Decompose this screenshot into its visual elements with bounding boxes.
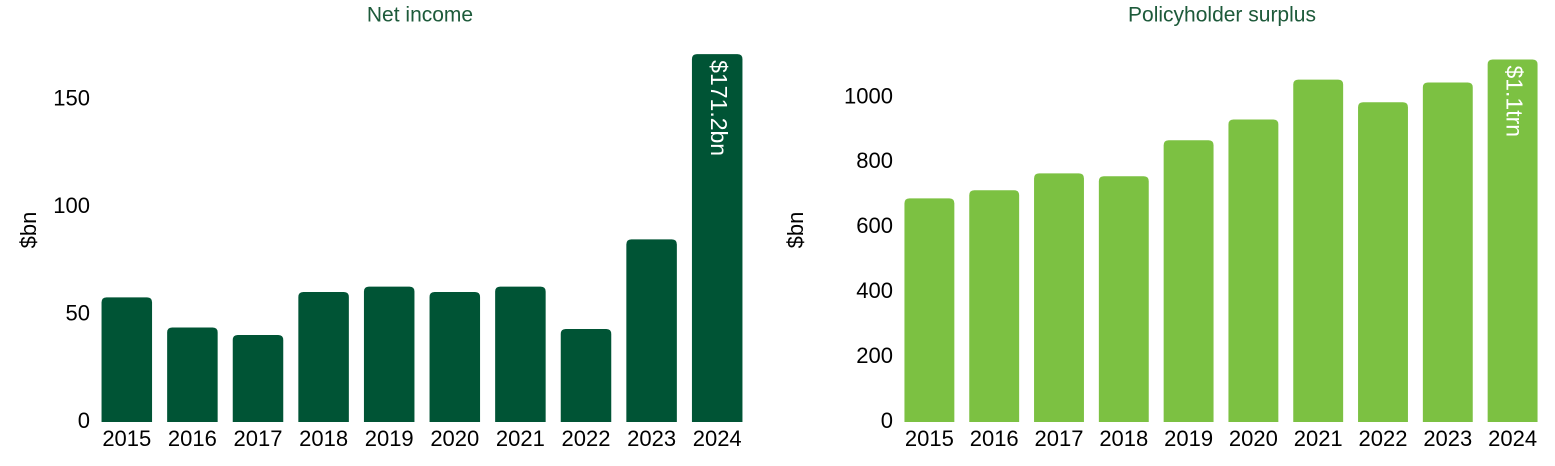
- x-tick-label: 2024: [1488, 426, 1537, 451]
- bar: [495, 286, 546, 422]
- bar: [101, 297, 153, 422]
- y-tick-label: 100: [53, 193, 90, 218]
- bar: [429, 292, 481, 422]
- bar: [1034, 173, 1084, 422]
- bar: [1487, 59, 1538, 423]
- bar: [1163, 140, 1214, 422]
- x-tick-label: 2022: [1359, 426, 1408, 451]
- bar: [969, 190, 1020, 422]
- bar: [232, 334, 284, 422]
- x-tick-label: 2020: [1229, 426, 1278, 451]
- chart-title: Policyholder surplus: [1128, 4, 1316, 27]
- x-tick-label: 2017: [234, 426, 283, 451]
- bar: [1098, 176, 1149, 422]
- bar: [1293, 79, 1344, 423]
- bar: [626, 239, 677, 422]
- x-tick-label: 2015: [102, 426, 151, 451]
- y-axis-label: $bn: [16, 212, 41, 249]
- x-tick-label: 2017: [1035, 426, 1084, 451]
- x-tick-label: 2023: [627, 426, 676, 451]
- y-tick-label: 0: [78, 408, 90, 433]
- y-tick-label: 1000: [844, 83, 893, 108]
- x-tick-label: 2020: [430, 426, 479, 451]
- value-label: $171.2bn: [706, 60, 732, 156]
- bar: [1422, 82, 1473, 422]
- y-tick-label: 50: [66, 300, 90, 325]
- x-tick-label: 2018: [1099, 426, 1148, 451]
- y-tick-label: 150: [53, 86, 90, 111]
- x-tick-label: 2021: [496, 426, 545, 451]
- bar: [1358, 102, 1408, 423]
- chart-title: Net income: [367, 4, 473, 27]
- x-tick-label: 2019: [1164, 426, 1213, 451]
- x-tick-label: 2015: [905, 426, 954, 451]
- x-tick-label: 2019: [365, 426, 414, 451]
- bar: [691, 54, 743, 422]
- bar: [904, 198, 955, 422]
- x-tick-label: 2022: [562, 426, 611, 451]
- value-label: $1.1trn: [1502, 65, 1528, 137]
- bar: [298, 292, 349, 422]
- x-tick-label: 2021: [1294, 426, 1343, 451]
- x-tick-label: 2018: [299, 426, 348, 451]
- bar: [1228, 119, 1279, 422]
- y-tick-label: 600: [856, 213, 893, 238]
- bar: [167, 327, 218, 422]
- x-tick-label: 2023: [1423, 426, 1472, 451]
- x-tick-label: 2024: [693, 426, 742, 451]
- y-axis-label: $bn: [783, 212, 808, 249]
- bar: [560, 328, 612, 422]
- y-tick-label: 200: [856, 343, 893, 368]
- y-tick-label: 400: [856, 278, 893, 303]
- y-tick-label: 0: [881, 408, 893, 433]
- bar: [363, 286, 415, 422]
- y-tick-label: 800: [856, 148, 893, 173]
- x-tick-label: 2016: [970, 426, 1019, 451]
- x-tick-label: 2016: [168, 426, 217, 451]
